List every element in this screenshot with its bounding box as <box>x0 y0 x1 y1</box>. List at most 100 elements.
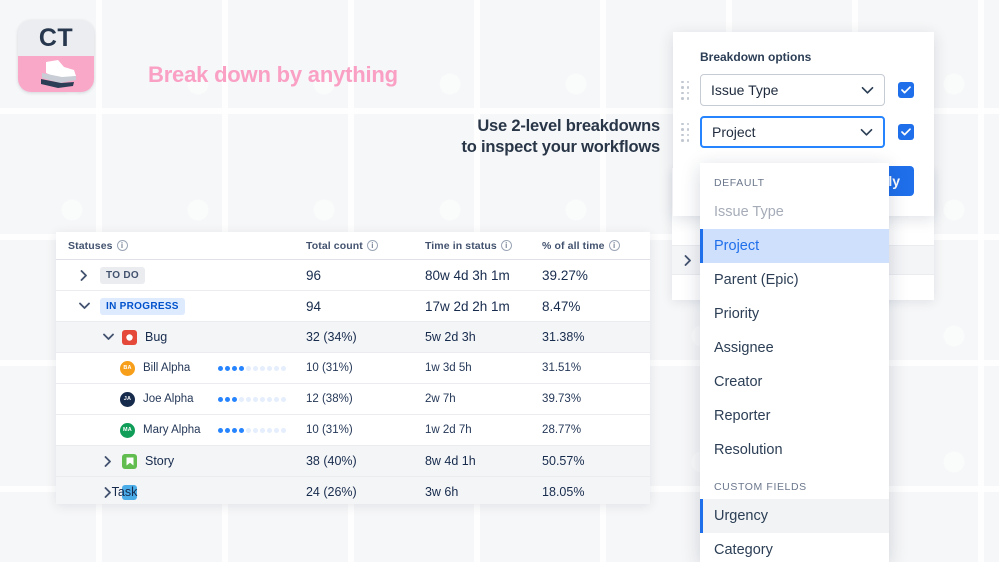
hero-subheading-line2: to inspect your workflows <box>461 138 660 156</box>
shoe-icon <box>41 60 76 88</box>
table-header-row: Statuses i Total count i Time in status … <box>56 232 650 260</box>
drag-handle-icon[interactable] <box>681 80 689 100</box>
chevron-right-icon[interactable] <box>76 267 92 283</box>
row-total-count: 38 (40%) <box>305 454 357 468</box>
table-row[interactable]: Story 38 (40%) 8w 4d 1h 50.57% <box>56 446 650 477</box>
column-header-pct-all-time: % of all time i <box>542 240 638 252</box>
table-row[interactable]: Task 24 (26%) 3w 6h 18.05% <box>56 477 650 504</box>
row-pct-all-time: 39.27% <box>542 267 588 283</box>
row-label: Joe Alpha <box>143 393 194 405</box>
row-label: Mary Alpha <box>143 424 201 436</box>
breakdown-options-title: Breakdown options <box>700 50 812 64</box>
row-pct-all-time: 39.73% <box>542 393 582 405</box>
info-icon[interactable]: i <box>366 240 378 251</box>
info-icon[interactable]: i <box>608 240 620 251</box>
row-label: Story <box>145 454 175 468</box>
breakdown-select-2[interactable]: Project <box>700 116 885 148</box>
dropdown-item-category[interactable]: Category <box>714 542 773 558</box>
dropdown-group-label: DEFAULT <box>714 177 765 189</box>
breakdown-select-row: Issue Type <box>681 74 914 106</box>
dropdown-item-parent-epic[interactable]: Parent (Epic) <box>714 272 799 288</box>
row-total-count: 10 (31%) <box>305 424 353 436</box>
table-row[interactable]: JA Joe Alpha 12 (38%) 2w 7h 39.73% <box>56 384 650 415</box>
row-label: Task <box>111 485 138 499</box>
chevron-right-icon[interactable] <box>100 484 116 500</box>
row-pct-all-time: 28.77% <box>542 424 582 436</box>
dropdown-item-project[interactable]: Project <box>700 229 889 263</box>
dropdown-item-creator[interactable]: Creator <box>714 374 763 390</box>
chevron-down-icon[interactable] <box>861 86 874 95</box>
row-time-in-status: 17w 2d 2h 1m <box>424 298 510 314</box>
row-total-count: 32 (34%) <box>305 330 357 344</box>
row-pct-all-time: 18.05% <box>542 485 585 499</box>
row-pct-all-time: 31.38% <box>542 330 585 344</box>
logo-text: CT <box>38 23 74 52</box>
app-logo: CT <box>18 20 94 92</box>
row-time-in-status: 1w 2d 7h <box>424 424 472 436</box>
drag-handle-icon[interactable] <box>681 122 689 142</box>
row-name-cell: IN PROGRESS <box>68 297 306 315</box>
chevron-down-icon[interactable] <box>100 329 116 345</box>
dropdown-item-priority[interactable]: Priority <box>714 306 760 322</box>
avatar: JA <box>120 391 135 407</box>
row-name-cell: Story <box>68 453 306 469</box>
dropdown-item-issue-type: Issue Type <box>714 204 784 220</box>
column-header-total-count: Total count i <box>306 240 425 252</box>
table-row[interactable]: BA Bill Alpha 10 (31%) 1w 3d 5h 31.51% <box>56 353 650 384</box>
info-icon[interactable]: i <box>500 240 512 251</box>
row-name-cell: JA Joe Alpha <box>68 391 306 407</box>
breakdown-checkbox-2[interactable] <box>898 124 914 140</box>
row-name-cell: Bug <box>68 329 306 345</box>
breakdown-select-list: Issue Type Project <box>681 74 914 148</box>
table-row[interactable]: IN PROGRESS 94 17w 2d 2h 1m 8.47% <box>56 291 650 322</box>
statuses-table-card: Statuses i Total count i Time in status … <box>56 232 650 504</box>
row-time-in-status: 3w 6h <box>424 485 459 499</box>
table-row[interactable]: TO DO 96 80w 4d 3h 1m 39.27% <box>56 260 650 291</box>
column-header-pct-all-time-label: % of all time <box>542 239 605 252</box>
row-time-in-status: 5w 2d 3h <box>424 330 476 344</box>
logo-top-half: CT <box>18 20 94 56</box>
dropdown-group-label: CUSTOM FIELDS <box>714 481 807 493</box>
dropdown-item-urgency[interactable]: Urgency <box>700 499 889 533</box>
row-time-in-status: 1w 3d 5h <box>424 362 472 374</box>
dropdown-item-reporter[interactable]: Reporter <box>714 408 771 424</box>
column-header-total-count-label: Total count <box>305 239 363 252</box>
breakdown-checkbox-1[interactable] <box>898 82 914 98</box>
table-row[interactable]: MA Mary Alpha 10 (31%) 1w 2d 7h 28.77% <box>56 415 650 446</box>
row-total-count: 96 <box>305 267 322 283</box>
row-name-cell: TO DO <box>68 266 306 284</box>
info-icon[interactable]: i <box>116 240 128 251</box>
row-time-in-status: 8w 4d 1h <box>424 454 476 468</box>
chevron-down-icon[interactable] <box>860 128 873 137</box>
status-badge: TO DO <box>100 266 145 284</box>
row-time-in-status: 80w 4d 3h 1m <box>424 267 510 283</box>
chevron-right-icon[interactable] <box>100 453 116 469</box>
chevron-right-icon[interactable] <box>680 252 696 268</box>
row-name-cell: BA Bill Alpha <box>68 360 306 376</box>
table-row[interactable]: Bug 32 (34%) 5w 2d 3h 31.38% <box>56 322 650 353</box>
row-label: Bug <box>145 330 168 344</box>
hero-tagline: Break down by anything <box>148 62 398 87</box>
avatar: MA <box>120 422 135 438</box>
task-icon: Task <box>112 484 137 500</box>
breakdown-select-1-value: Issue Type <box>711 82 779 98</box>
progress-dots <box>217 365 296 371</box>
row-total-count: 94 <box>305 298 322 314</box>
dropdown-item-assignee[interactable]: Assignee <box>714 340 774 356</box>
breakdown-select-row: Project <box>681 116 914 148</box>
row-pct-all-time: 31.51% <box>542 362 582 374</box>
dropdown-item-resolution[interactable]: Resolution <box>714 442 783 458</box>
row-pct-all-time: 8.47% <box>542 298 581 314</box>
breakdown-select-1[interactable]: Issue Type <box>700 74 885 106</box>
chevron-down-icon[interactable] <box>76 298 92 314</box>
row-pct-all-time: 50.57% <box>542 454 585 468</box>
row-total-count: 12 (38%) <box>305 393 353 405</box>
breakdown-dropdown-menu[interactable]: DEFAULT Issue Type Project Parent (Epic) Pri… <box>700 163 889 562</box>
table-body: TO DO 96 80w 4d 3h 1m 39.27% IN PROGRESS 94 17… <box>56 260 650 504</box>
breakdown-select-2-value: Project <box>712 124 756 140</box>
progress-dots <box>217 427 296 433</box>
avatar: BA <box>120 360 135 376</box>
row-total-count: 24 (26%) <box>305 485 357 499</box>
story-icon <box>122 453 137 469</box>
row-label: Bill Alpha <box>143 362 191 374</box>
